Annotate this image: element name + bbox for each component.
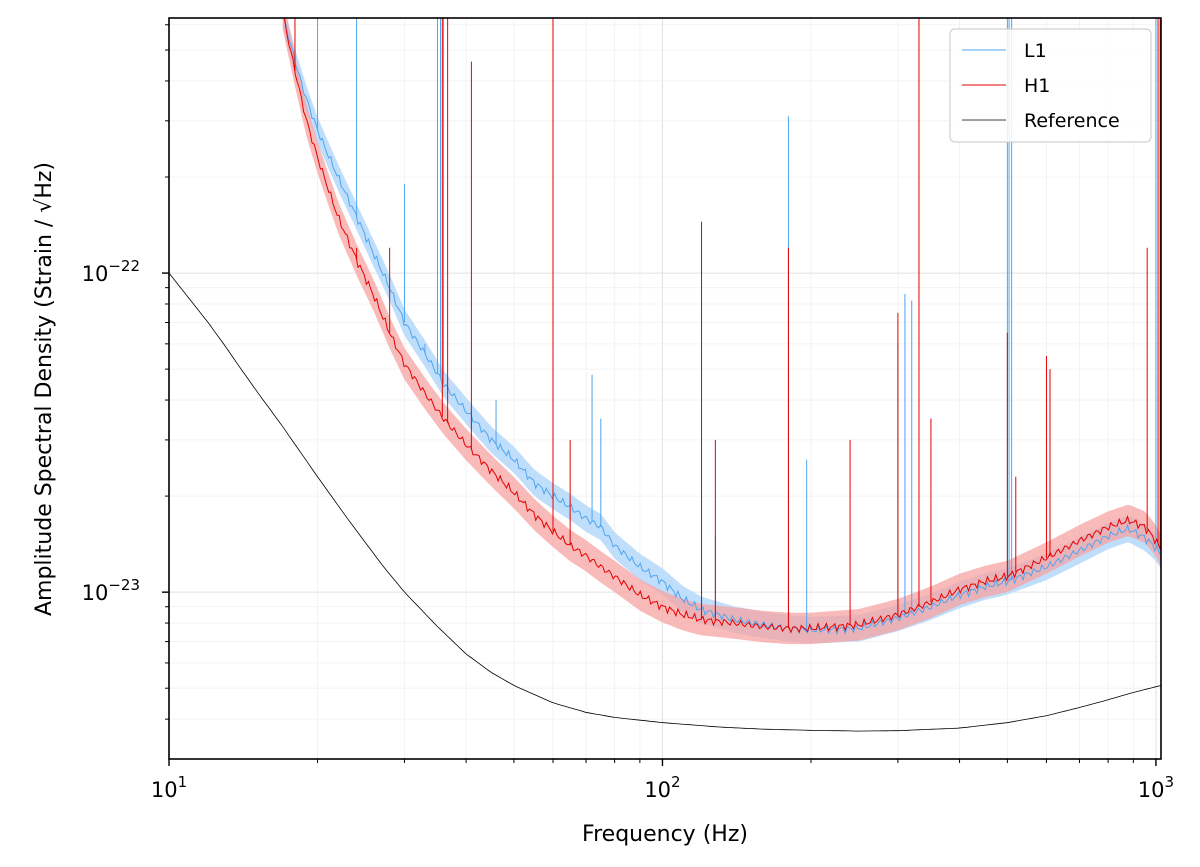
axis-ticks: 101 102 103 10−23 10−22: [82, 24, 1174, 802]
line-l1: [283, 18, 1161, 636]
line-h1: [283, 18, 1161, 634]
x-tick-label: 102: [644, 773, 680, 802]
y-axis-label: Amplitude Spectral Density (Strain / √Hz…: [32, 162, 57, 616]
legend-label-h1: H1: [1024, 75, 1050, 97]
x-tick-label: 103: [1138, 773, 1174, 802]
legend: L1 H1 Reference: [949, 28, 1152, 143]
y-tick-label: 10−23: [82, 576, 140, 605]
band-h1: [282, 18, 1161, 645]
x-axis-label: Frequency (Hz): [582, 822, 748, 847]
line-reference: [169, 272, 1161, 732]
axes-frame: [168, 17, 1162, 760]
legend-box: [949, 28, 1152, 143]
legend-label-l1: L1: [1024, 40, 1047, 62]
x-tick-label: 101: [151, 773, 187, 802]
legend-label-reference: Reference: [1024, 110, 1120, 132]
y-tick-label: 10−22: [82, 257, 140, 286]
plot-area: [169, 18, 1161, 732]
